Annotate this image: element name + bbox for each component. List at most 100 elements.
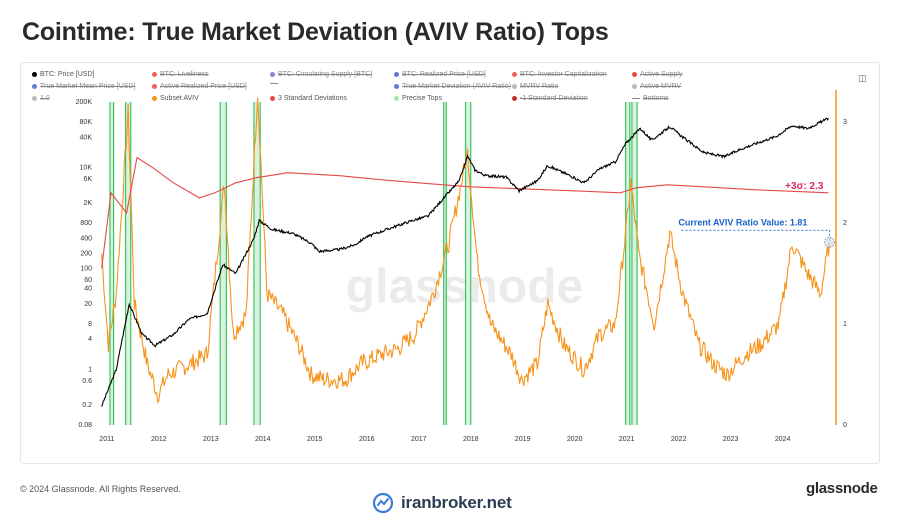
y-left-tick-label: 0.08: [78, 422, 92, 429]
watermark-icon: [372, 492, 394, 514]
x-tick-label: 2017: [411, 436, 427, 443]
y-left-tick-label: 80K: [80, 119, 93, 126]
legend-marker: [632, 72, 637, 77]
legend-marker: [512, 96, 517, 101]
legend-item[interactable]: BTC: Liveliness: [152, 71, 209, 78]
x-tick-label: 2016: [359, 436, 375, 443]
y-left-tick-label: 60: [84, 277, 92, 284]
y-right-tick-label: 0: [843, 422, 847, 429]
y-left-tick-label: 800: [80, 220, 92, 227]
chart-watermark: glassnode: [346, 260, 583, 313]
legend-item[interactable]: [270, 83, 281, 84]
legend-marker: [152, 96, 157, 101]
legend-label: BTC: Realized Price [USD]: [402, 71, 486, 78]
x-tick-label: 2019: [515, 436, 531, 443]
x-tick-label: 2018: [463, 436, 479, 443]
x-tick-label: 2024: [775, 436, 791, 443]
y-left-tick-label: 400: [80, 235, 92, 242]
legend-item[interactable]: BTC: Investor Capitalization: [512, 71, 607, 78]
y-left-tick-label: 200: [80, 250, 92, 257]
x-tick-label: 2020: [567, 436, 583, 443]
legend-label: Bottoms: [643, 95, 669, 102]
legend-marker: [32, 96, 37, 101]
legend-marker: [270, 72, 275, 77]
y-left-tick-label: 20: [84, 301, 92, 308]
legend-marker: [270, 96, 275, 101]
legend-label: BTC: Price [USD]: [40, 71, 95, 78]
y-left-tick-label: 8: [88, 321, 92, 328]
y-left-tick-label: 10K: [80, 165, 93, 172]
legend-label: BTC: Liveliness: [160, 71, 209, 78]
legend-marker: [32, 72, 37, 77]
legend-item[interactable]: BTC: Circulating Supply [BTC]: [270, 71, 372, 78]
x-tick-label: 2014: [255, 436, 271, 443]
top-band: [443, 102, 447, 425]
legend-item[interactable]: MVRV Ratio: [512, 83, 558, 90]
legend-item[interactable]: Subset AVIV: [152, 95, 199, 102]
legend-label: True Market Mean Price [USD]: [40, 83, 136, 90]
x-tick-label: 2021: [619, 436, 635, 443]
legend-marker: [394, 84, 399, 89]
legend-label: Subset AVIV: [160, 95, 199, 102]
legend-item[interactable]: BTC: Realized Price [USD]: [394, 71, 486, 78]
legend-marker: [632, 98, 640, 99]
y-left-tick-label: 6K: [83, 176, 92, 183]
y-left-tick-label: 2K: [83, 200, 92, 207]
sigma-label: +3σ: 2.3: [785, 181, 824, 192]
legend-marker: [270, 83, 278, 84]
watermark: iranbroker.net: [372, 492, 512, 514]
top-band: [631, 102, 638, 425]
legend-label: 1.0: [40, 95, 50, 102]
top-band: [125, 102, 131, 425]
legend-label: MVRV Ratio: [520, 83, 559, 90]
legend-label: Active Realized Price [USD]: [160, 83, 247, 90]
legend-marker: [512, 72, 517, 77]
legend-item[interactable]: -1 Standard Deviation: [512, 95, 588, 102]
chart-panel: [20, 62, 880, 464]
x-tick-label: 2022: [671, 436, 687, 443]
y-right-tick-label: 1: [843, 321, 847, 328]
legend-marker: [394, 96, 399, 101]
legend-label: Active Supply: [640, 71, 683, 78]
current-value-marker: [824, 236, 835, 248]
y-left-tick-label: 200K: [76, 99, 93, 106]
current-value-label: Current AVIV Ratio Value: 1.81: [678, 217, 807, 227]
copyright-text: © 2024 Glassnode. All Rights Reserved.: [20, 484, 181, 494]
legend-marker: [512, 84, 517, 89]
chart-svg: glassnode0.080.20.6148204060100200400800…: [76, 90, 847, 443]
y-right-tick-label: 3: [843, 119, 847, 126]
legend-item[interactable]: BTC: Price [USD]: [32, 71, 94, 78]
legend-label: -1 Standard Deviation: [520, 95, 588, 102]
x-tick-label: 2013: [203, 436, 219, 443]
x-tick-label: 2023: [723, 436, 739, 443]
x-tick-label: 2011: [99, 436, 114, 443]
legend-item[interactable]: Precise Tops: [394, 95, 442, 102]
x-tick-label: 2015: [307, 436, 323, 443]
legend-item[interactable]: 3 Standard Deviations: [270, 95, 347, 102]
legend-item[interactable]: True Market Deviation (AVIV Ratio): [394, 83, 511, 90]
y-left-tick-label: 0.6: [82, 378, 92, 385]
legend-label: Active MVRV: [640, 83, 682, 90]
legend-label: Precise Tops: [402, 95, 442, 102]
legend-item[interactable]: 1.0: [32, 95, 50, 102]
brand-logo: glassnode: [806, 480, 878, 497]
camera-icon[interactable]: ◫: [858, 73, 867, 83]
legend-marker: [632, 84, 637, 89]
y-left-tick-label: 1: [88, 367, 92, 374]
legend-item[interactable]: Active Supply: [632, 71, 682, 78]
legend-marker: [152, 72, 157, 77]
watermark-text: iranbroker.net: [401, 493, 512, 512]
legend-label: True Market Deviation (AVIV Ratio): [402, 83, 511, 90]
y-left-tick-label: 40: [84, 286, 92, 293]
y-left-tick-label: 4: [88, 336, 92, 343]
legend-marker: [32, 84, 37, 89]
legend-item[interactable]: Active MVRV: [632, 83, 681, 90]
y-right-tick-label: 2: [843, 220, 847, 227]
legend-item[interactable]: Active Realized Price [USD]: [152, 83, 247, 90]
top-band: [253, 102, 261, 425]
legend-label: BTC: Circulating Supply [BTC]: [278, 71, 373, 78]
legend-item[interactable]: True Market Mean Price [USD]: [32, 83, 135, 90]
y-left-tick-label: 0.2: [82, 402, 92, 409]
legend-item[interactable]: Bottoms: [632, 95, 669, 102]
x-tick-label: 2012: [151, 436, 167, 443]
